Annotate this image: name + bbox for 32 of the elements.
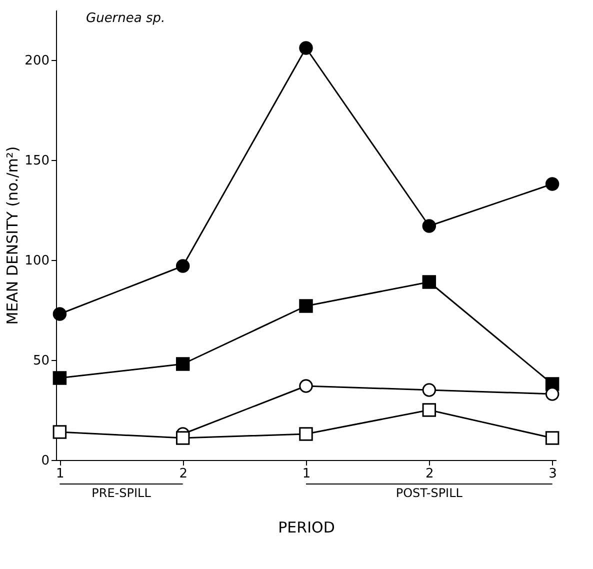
point [545,387,560,401]
point [422,275,436,289]
x-tick-label: 3 [548,466,557,482]
x-tick-label: 1 [56,466,64,482]
point [299,427,313,441]
chart-title: Guernea sp. [86,11,166,26]
point [52,307,67,321]
x-tick-label: 1 [302,466,311,482]
x-tick-label: 2 [426,466,434,482]
y-axis-title: MEAN DENSITY (no./m²) [4,146,22,325]
y-tick-label: 50 [32,354,50,368]
point [176,259,190,273]
x-axis-title: PERIOD [278,518,335,536]
point [299,379,313,393]
y-tick-label: 200 [24,54,50,68]
point [176,357,190,371]
y-tick-label: 0 [41,454,50,468]
point [299,299,313,313]
point [422,383,436,397]
x-tick-label: 2 [179,466,188,482]
point [545,431,560,445]
y-tick-label: 100 [24,254,50,268]
text: POST-SPILL [396,486,463,500]
point [422,403,436,417]
point [422,219,436,233]
text: PRE-SPILL [92,486,152,500]
point [52,371,67,385]
point [52,425,67,439]
point [176,431,190,445]
y-tick-label: 150 [24,154,50,168]
point [299,41,313,55]
point [545,177,560,191]
